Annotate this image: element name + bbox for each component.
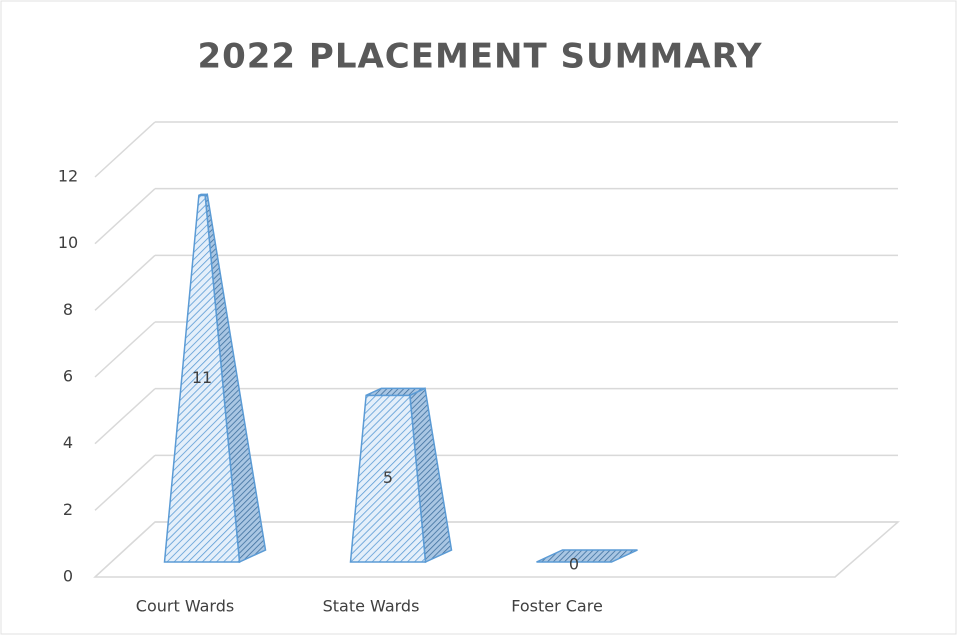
side-grid-line (94, 321, 156, 378)
data-label: 0 (569, 555, 579, 574)
y-tick-label: 2 (63, 500, 73, 519)
side-grid-line (94, 454, 156, 511)
y-tick-label: 10 (58, 233, 78, 252)
x-tick-label: Court Wards (136, 597, 234, 616)
side-grid-line (94, 121, 156, 178)
side-grid-line (94, 254, 156, 311)
data-label: 11 (192, 368, 212, 387)
data-label: 5 (383, 468, 393, 487)
side-grid-line (94, 521, 156, 578)
y-tick-label: 0 (63, 567, 73, 586)
side-grid-line (94, 188, 156, 245)
y-tick-label: 4 (63, 433, 73, 452)
bar-top (365, 387, 426, 397)
x-tick-label: Foster Care (511, 597, 603, 616)
bar (163, 193, 267, 564)
bar-top (536, 549, 638, 563)
y-tick-label: 6 (63, 367, 73, 386)
chart-title: 2022 PLACEMENT SUMMARY (197, 37, 762, 77)
y-tick-label: 12 (58, 167, 78, 186)
bar (536, 549, 638, 563)
bar-top (198, 193, 208, 197)
side-grid-line (94, 388, 156, 445)
y-tick-label: 8 (63, 300, 73, 319)
bar (349, 387, 453, 564)
x-tick-label: State Wards (323, 597, 420, 616)
